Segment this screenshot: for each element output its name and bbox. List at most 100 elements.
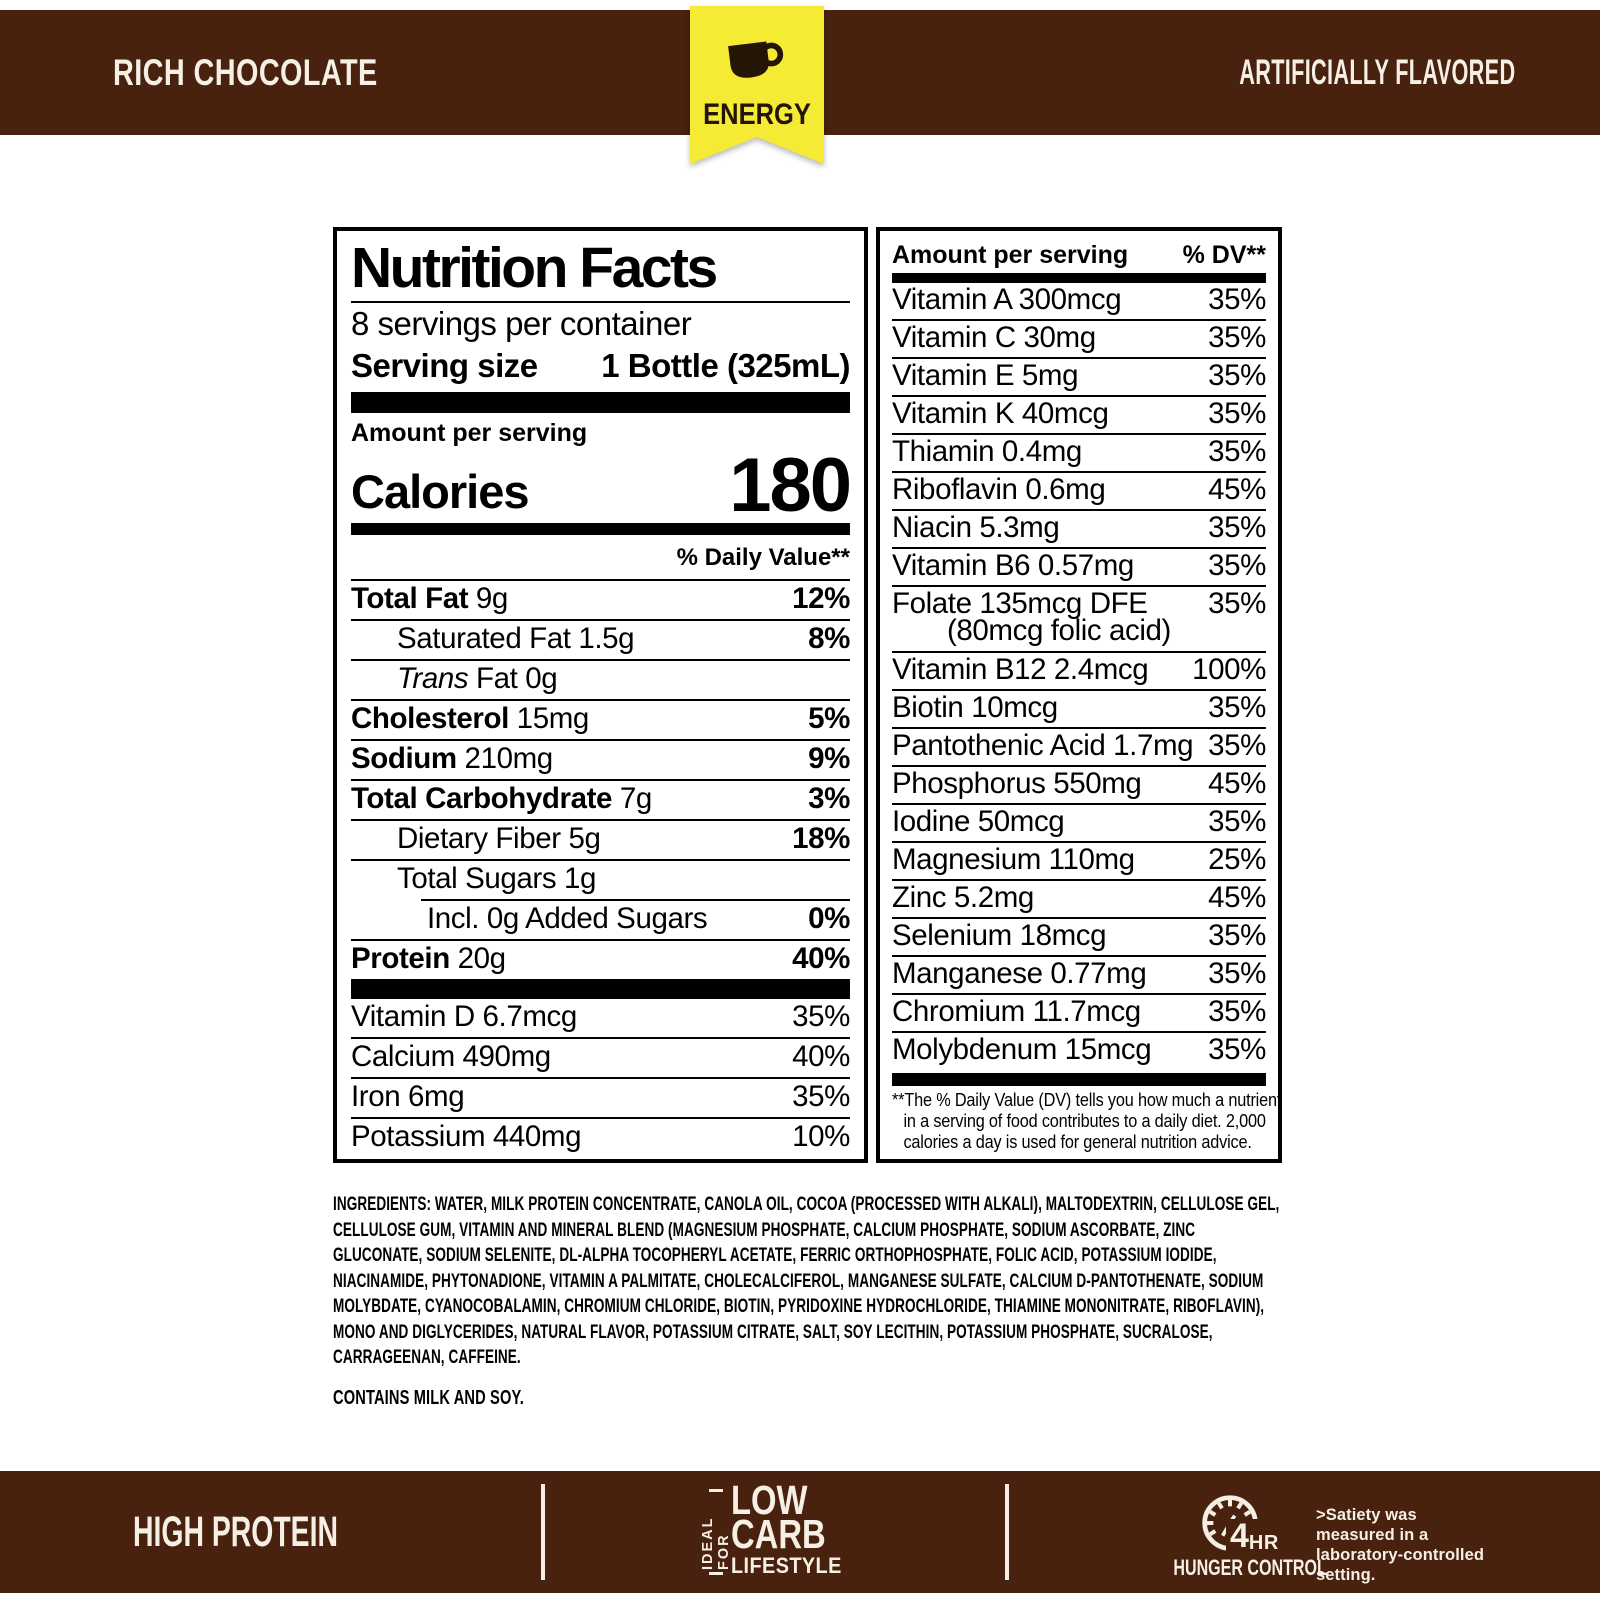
nutrient-row: Dietary Fiber 5g 18% bbox=[351, 819, 850, 859]
ideal-for-label: IDEAL FOR bbox=[700, 1516, 732, 1570]
micronutrient-subline: (80mcg folic acid) bbox=[947, 614, 1171, 647]
energy-label: ENERGY bbox=[703, 98, 811, 131]
micronutrient-daily-value: 35% bbox=[1208, 283, 1266, 316]
micronutrient-name: Vitamin K 40mcg bbox=[892, 397, 1109, 430]
micronutrient-row: Folate 135mcg DFE 35% (80mcg folic acid) bbox=[892, 585, 1266, 651]
nutrient-row: Protein 20g 40% bbox=[351, 939, 850, 979]
vitamin-row: Vitamin D 6.7mcg 35% bbox=[351, 997, 850, 1037]
nutrient-name: Saturated Fat 1.5g bbox=[397, 622, 635, 655]
micronutrient-name: Niacin 5.3mg bbox=[892, 511, 1060, 544]
micronutrient-name: Phosphorus 550mg bbox=[892, 767, 1142, 800]
micronutrient-daily-value: 45% bbox=[1208, 881, 1266, 914]
micronutrient-daily-value: 35% bbox=[1208, 435, 1266, 468]
micronutrient-row: Vitamin C 30mg 35% bbox=[892, 319, 1266, 357]
vitamin-rows: Vitamin D 6.7mcg 35% Calcium 490mg 40% I… bbox=[351, 997, 850, 1157]
micronutrient-row: Selenium 18mcg 35% bbox=[892, 917, 1266, 955]
nutrient-row: Total Sugars 1g bbox=[351, 859, 850, 899]
micronutrient-row: Phosphorus 550mg 45% bbox=[892, 765, 1266, 803]
micronutrient-row: Magnesium 110mg 25% bbox=[892, 841, 1266, 879]
micronutrient-name: Pantothenic Acid 1.7mg bbox=[892, 729, 1194, 762]
nutrient-name: Dietary Fiber 5g bbox=[397, 822, 601, 855]
nutrient-name: Total Sugars 1g bbox=[397, 862, 596, 895]
low-carb-claim: LOW CARB LIFESTYLE bbox=[731, 1477, 854, 1578]
allergen-statement: CONTAINS MILK AND SOY. bbox=[333, 1385, 524, 1409]
micronutrients-panel: Amount per serving % DV** Vitamin A 300m… bbox=[876, 227, 1282, 1163]
micronutrient-daily-value: 25% bbox=[1208, 843, 1266, 876]
micros-header-right: % DV** bbox=[1182, 241, 1266, 269]
micronutrient-name: Riboflavin 0.6mg bbox=[892, 473, 1106, 506]
serving-size-label: Serving size bbox=[351, 347, 538, 384]
artificially-flavored-note: ARTIFICIALLY FLAVORED bbox=[1238, 52, 1515, 92]
micronutrient-row: Vitamin B6 0.57mg 35% bbox=[892, 547, 1266, 585]
nutrient-daily-value: 8% bbox=[808, 622, 850, 655]
nutrient-name: Total Carbohydrate 7g bbox=[351, 782, 652, 815]
four-hour-unit: HR bbox=[1248, 1532, 1279, 1554]
vitamin-daily-value: 10% bbox=[792, 1120, 850, 1153]
micronutrient-row: Thiamin 0.4mg 35% bbox=[892, 433, 1266, 471]
nutrient-daily-value: 40% bbox=[792, 942, 850, 975]
vitamin-daily-value: 35% bbox=[792, 1080, 850, 1113]
calories-label: Calories bbox=[351, 465, 529, 518]
micronutrient-row: Vitamin B12 2.4mcg 100% bbox=[892, 651, 1266, 689]
micronutrient-daily-value: 35% bbox=[1208, 397, 1266, 430]
micronutrient-name: Manganese 0.77mg bbox=[892, 957, 1147, 990]
nutrient-row: Incl. 0g Added Sugars 0% bbox=[351, 899, 850, 939]
nutrient-row: Trans Fat 0g bbox=[351, 659, 850, 699]
micronutrient-name: Thiamin 0.4mg bbox=[892, 435, 1082, 468]
thick-rule bbox=[892, 273, 1266, 281]
satiety-line: setting. bbox=[1316, 1566, 1376, 1584]
vitamin-daily-value: 40% bbox=[792, 1040, 850, 1073]
low-carb-line: LOW bbox=[731, 1477, 808, 1523]
micronutrient-daily-value: 35% bbox=[1208, 691, 1266, 724]
micronutrient-name: Iodine 50mcg bbox=[892, 805, 1065, 838]
coffee-cup-icon bbox=[717, 40, 791, 92]
nutrient-name: Total Fat 9g bbox=[351, 582, 508, 615]
nutrient-row: Total Fat 9g 12% bbox=[351, 579, 850, 619]
micronutrient-daily-value: 35% bbox=[1208, 957, 1266, 990]
nutrient-name: Protein 20g bbox=[351, 942, 506, 975]
thick-rule bbox=[892, 1073, 1266, 1086]
micronutrient-name: Vitamin E 5mg bbox=[892, 359, 1079, 392]
rule bbox=[709, 1489, 723, 1492]
low-carb-line: LIFESTYLE bbox=[731, 1553, 842, 1578]
amount-per-serving-label: Amount per serving bbox=[351, 419, 588, 447]
thick-rule bbox=[351, 392, 850, 413]
nutrient-name: Trans Fat 0g bbox=[397, 662, 558, 695]
serving-size-value: 1 Bottle (325mL) bbox=[601, 347, 850, 384]
four-hour-number: 4 bbox=[1230, 1517, 1249, 1555]
micronutrient-name: Vitamin C 30mg bbox=[892, 321, 1096, 354]
nutrient-rows: Total Fat 9g 12% Saturated Fat 1.5g 8% T… bbox=[351, 579, 850, 979]
micronutrient-daily-value: 35% bbox=[1208, 729, 1266, 762]
calories-value: 180 bbox=[729, 443, 852, 528]
thick-rule bbox=[351, 979, 850, 997]
vitamin-daily-value: 35% bbox=[792, 1000, 850, 1033]
nutrient-name: Incl. 0g Added Sugars bbox=[427, 902, 708, 935]
micronutrient-row: Vitamin A 300mcg 35% bbox=[892, 281, 1266, 319]
micronutrient-daily-value: 35% bbox=[1208, 587, 1266, 620]
divider bbox=[351, 301, 850, 303]
micronutrient-daily-value: 35% bbox=[1208, 805, 1266, 838]
vitamin-row: Potassium 440mg 10% bbox=[351, 1117, 850, 1157]
artificial-note-wrap: ARTIFICIALLY FLAVORED bbox=[1070, 10, 1515, 135]
vitamin-name: Vitamin D 6.7mcg bbox=[351, 1000, 577, 1033]
micronutrient-name: Zinc 5.2mg bbox=[892, 881, 1034, 914]
micronutrient-name: Magnesium 110mg bbox=[892, 843, 1135, 876]
micronutrient-row: Pantothenic Acid 1.7mg 35% bbox=[892, 727, 1266, 765]
micronutrient-daily-value: 35% bbox=[1208, 549, 1266, 582]
energy-ribbon: ENERGY bbox=[690, 6, 824, 164]
micronutrient-name: Molybdenum 15mcg bbox=[892, 1033, 1152, 1066]
micronutrient-daily-value: 35% bbox=[1208, 511, 1266, 544]
vitamin-name: Iron 6mg bbox=[351, 1080, 465, 1113]
micronutrient-row: Manganese 0.77mg 35% bbox=[892, 955, 1266, 993]
nutrient-row: Sodium 210mg 9% bbox=[351, 739, 850, 779]
micronutrient-row: Niacin 5.3mg 35% bbox=[892, 509, 1266, 547]
micronutrient-row: Vitamin K 40mcg 35% bbox=[892, 395, 1266, 433]
serving-size-row: Serving size 1 Bottle (325mL) bbox=[351, 345, 850, 387]
high-protein-claim: HIGH PROTEIN bbox=[133, 1507, 338, 1556]
ingredients-section: INGREDIENTS: WATER, MILK PROTEIN CONCENT… bbox=[333, 1192, 1283, 1410]
nutrient-daily-value: 5% bbox=[808, 702, 850, 735]
micronutrient-daily-value: 100% bbox=[1192, 653, 1266, 686]
flavor-name: RICH CHOCOLATE bbox=[113, 51, 378, 93]
micronutrient-row: Molybdenum 15mcg 35% bbox=[892, 1031, 1266, 1069]
micronutrient-row: Biotin 10mcg 35% bbox=[892, 689, 1266, 727]
